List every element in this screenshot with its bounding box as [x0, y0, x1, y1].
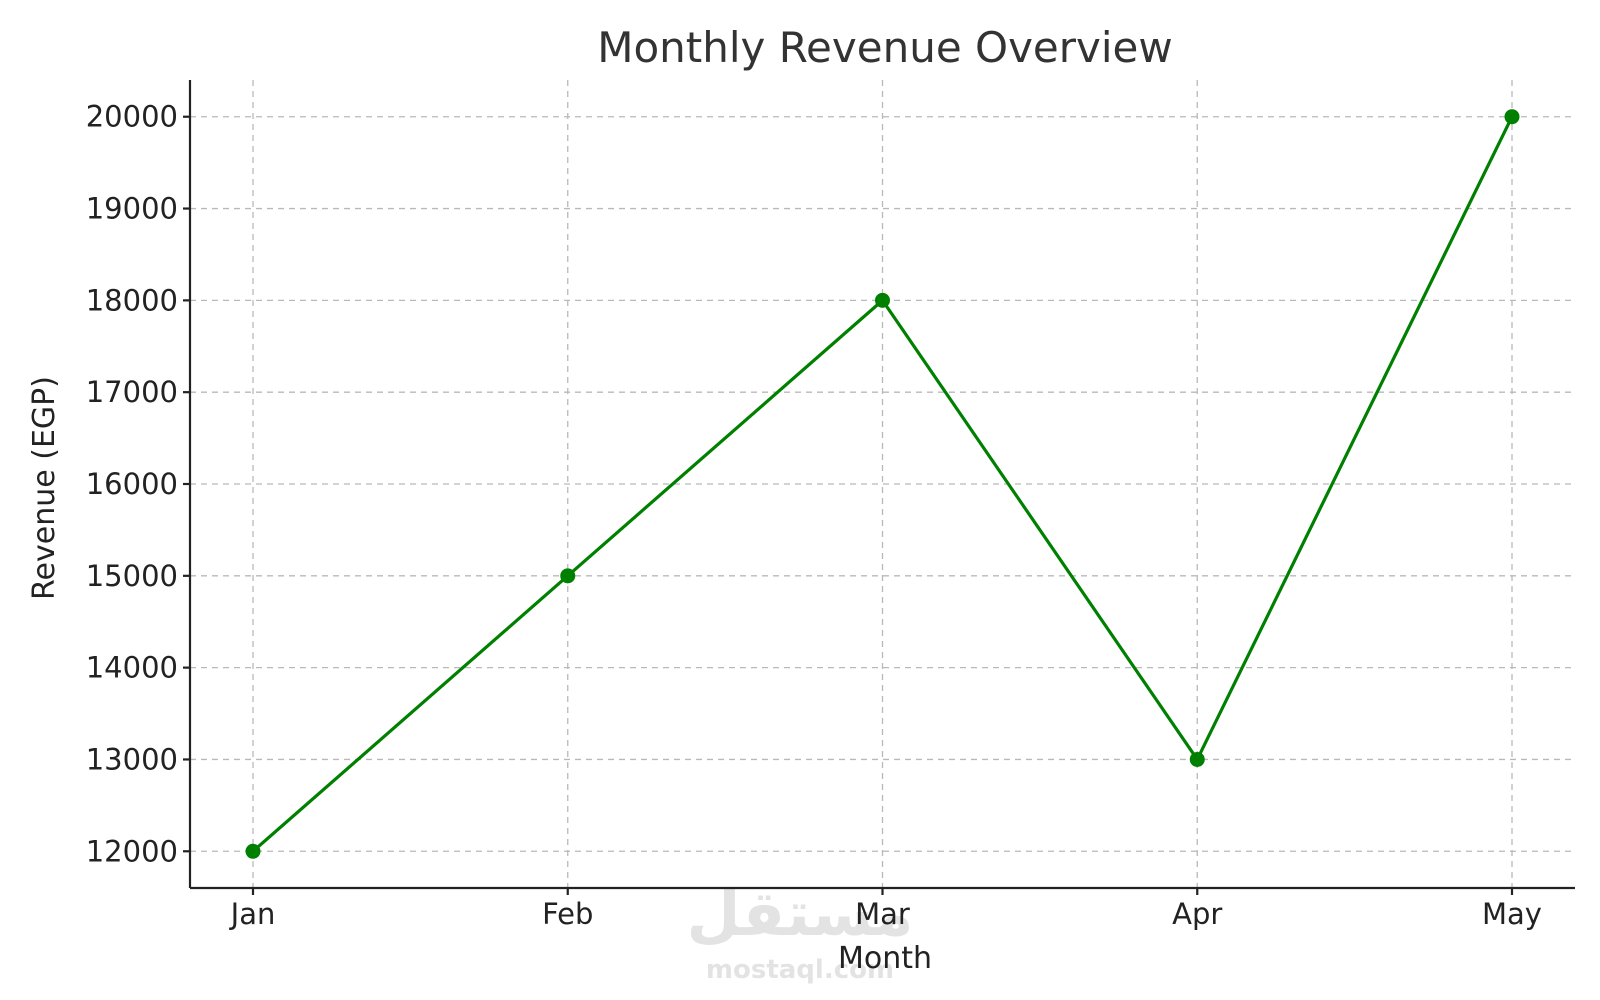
- y-tick-label: 18000: [86, 283, 178, 317]
- series-layer: [245, 109, 1520, 859]
- data-point: [245, 843, 261, 859]
- y-tick-label: 13000: [86, 742, 178, 776]
- watermark-latin-text: mostaql.com: [706, 955, 894, 985]
- x-tick-label: Mar: [855, 897, 910, 931]
- y-tick-label: 19000: [86, 192, 178, 226]
- y-tick-label: 15000: [86, 559, 178, 593]
- data-point: [875, 292, 890, 308]
- watermark-logo: مستقل mostaql.com: [687, 877, 914, 985]
- ticks-layer: 12000 13000 14000 15000 16000 17000 18000 19000…: [86, 100, 1542, 931]
- y-axis-label: Revenue (EGP): [27, 376, 62, 600]
- x-axis-label: Month: [838, 941, 932, 976]
- y-tick-label: 17000: [86, 375, 178, 409]
- y-tick-label: 16000: [86, 467, 178, 501]
- y-tick-label: 12000: [86, 834, 178, 868]
- y-tick-label: 20000: [86, 100, 178, 134]
- x-tick-label: Feb: [542, 897, 593, 931]
- y-tick-label: 14000: [86, 651, 178, 685]
- x-tick-label: Apr: [1172, 897, 1222, 931]
- chart-title: Monthly Revenue Overview: [597, 23, 1173, 72]
- data-point: [1504, 109, 1520, 125]
- watermark-arabic-text: مستقل: [687, 877, 914, 950]
- x-tick-label: May: [1482, 897, 1542, 931]
- grid-layer: [190, 80, 1575, 888]
- data-point: [560, 568, 576, 584]
- x-tick-label: Jan: [229, 897, 276, 931]
- data-point: [1189, 751, 1205, 767]
